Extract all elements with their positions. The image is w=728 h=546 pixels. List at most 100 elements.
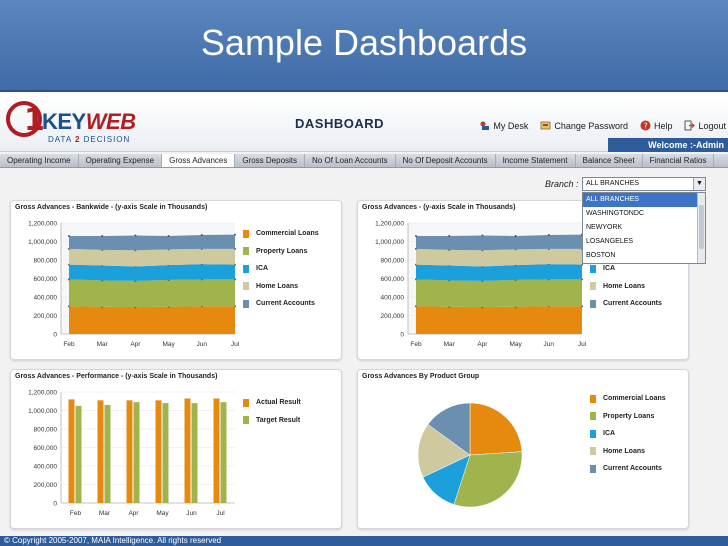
x-tick-label: May bbox=[156, 510, 169, 517]
branch-label: Branch : bbox=[545, 179, 579, 189]
y-tick-label: 1,000,000 bbox=[28, 239, 57, 246]
legend-swatch bbox=[243, 229, 249, 238]
tab-no-of-loan-accounts[interactable]: No Of Loan Accounts bbox=[305, 154, 396, 167]
x-tick-label: Jun bbox=[186, 510, 197, 517]
tab-gross-advances[interactable]: Gross Advances bbox=[162, 154, 236, 167]
legend-item-ica: ICA bbox=[590, 425, 666, 443]
product-group-pie-chart-panel: Gross Advances By Product Group Commerci… bbox=[357, 369, 689, 529]
branch-select[interactable]: ALL BRANCHES ▼ bbox=[582, 177, 706, 191]
help-link[interactable]: ? Help bbox=[640, 120, 672, 131]
legend-swatch bbox=[243, 416, 249, 425]
chevron-down-icon[interactable]: ▼ bbox=[693, 178, 705, 190]
legend-swatch bbox=[243, 247, 249, 256]
dropdown-scrollbar[interactable] bbox=[697, 193, 705, 263]
legend-item-current-accounts: Current Accounts bbox=[590, 460, 666, 478]
x-tick-label: Mar bbox=[99, 510, 111, 517]
bar-actual-result bbox=[155, 400, 162, 503]
data-point bbox=[167, 234, 170, 237]
y-tick-label: 1,200,000 bbox=[28, 221, 57, 228]
x-tick-label: Feb bbox=[63, 341, 75, 348]
x-tick-label: Apr bbox=[477, 341, 488, 348]
tab-no-of-deposit-accounts[interactable]: No Of Deposit Accounts bbox=[396, 154, 496, 167]
legend-item-ica: ICA bbox=[243, 260, 319, 278]
legend-label: Current Accounts bbox=[603, 300, 662, 308]
chart-title: Gross Advances - Bankwide - (y-axis Scal… bbox=[15, 204, 208, 211]
legend-swatch bbox=[590, 412, 596, 421]
performance-bar-chart: 1,200,000 1,000,000 800,000 600,000 400,000 2… bbox=[28, 390, 235, 517]
data-point bbox=[415, 234, 417, 237]
bankwide-area-chart-panel: Gross Advances - Bankwide - (y-axis Scal… bbox=[10, 200, 342, 360]
x-tick-label: Jun bbox=[197, 341, 208, 348]
y-tick-label: 400,000 bbox=[381, 295, 405, 302]
y-tick-label: 200,000 bbox=[34, 482, 58, 489]
x-tick-label: Feb bbox=[410, 341, 422, 348]
legend-item-home-loans: Home Loans bbox=[590, 443, 666, 461]
legend-item-current-accounts: Current Accounts bbox=[243, 295, 319, 313]
area-current-accounts bbox=[416, 234, 582, 251]
x-tick-label: May bbox=[509, 341, 522, 348]
scrollbar-thumb[interactable] bbox=[699, 205, 704, 249]
branch-option-newyork[interactable]: NEWYORK bbox=[586, 224, 623, 231]
tab-gross-deposits[interactable]: Gross Deposits bbox=[235, 154, 306, 167]
page-title: DASHBOARD bbox=[295, 116, 384, 131]
legend-label: Commercial Loans bbox=[603, 395, 666, 403]
legend-label: Home Loans bbox=[603, 282, 646, 290]
logo-number: 1 bbox=[24, 103, 45, 138]
x-tick-label: Jul bbox=[578, 341, 587, 348]
data-point bbox=[481, 234, 484, 237]
logo-wordmark: KEYWEB bbox=[42, 109, 136, 134]
chart-title: Gross Advances - (y-axis Scale in Thousa… bbox=[362, 204, 516, 211]
y-tick-label: 200,000 bbox=[34, 313, 58, 320]
x-tick-label: Mar bbox=[444, 341, 456, 348]
bar-actual-result bbox=[126, 400, 133, 503]
legend-label: Home Loans bbox=[603, 447, 646, 455]
x-tick-label: Jun bbox=[544, 341, 555, 348]
branch-option-washingtondc[interactable]: WASHINGTONDC bbox=[586, 210, 644, 217]
legend-item-home-loans: Home Loans bbox=[243, 278, 319, 296]
bar-actual-result bbox=[184, 398, 191, 503]
branch-option-all-branches[interactable]: ALL BRANCHES bbox=[583, 193, 705, 207]
my-desk-link[interactable]: My Desk bbox=[479, 120, 528, 131]
legend-item-commercial-loans: Commercial Loans bbox=[243, 225, 319, 243]
tab-operating-income[interactable]: Operating Income bbox=[0, 154, 79, 167]
change-password-link[interactable]: Change Password bbox=[540, 120, 628, 131]
legend-label: Current Accounts bbox=[603, 465, 662, 473]
y-tick-label: 600,000 bbox=[34, 445, 58, 452]
legend-label: ICA bbox=[603, 265, 616, 273]
pie-slice-commercial-loans bbox=[469, 402, 523, 456]
tab-financial-ratios[interactable]: Financial Ratios bbox=[643, 154, 715, 167]
bar-target-result bbox=[162, 403, 169, 503]
bar-target-result bbox=[191, 403, 198, 503]
tab-operating-expense[interactable]: Operating Expense bbox=[79, 154, 163, 167]
data-point bbox=[448, 234, 451, 237]
data-point bbox=[134, 234, 137, 237]
legend-label: ICA bbox=[603, 430, 616, 438]
bankwide-area-chart: 1,200,000 1,000,000 800,000 600,000 400,000 2… bbox=[28, 221, 240, 349]
legend-item-ica: ICA bbox=[590, 260, 666, 278]
data-point bbox=[514, 234, 517, 237]
y-tick-label: 800,000 bbox=[381, 258, 405, 265]
legend-item-target-result: Target Result bbox=[243, 412, 301, 430]
svg-text:?: ? bbox=[643, 122, 647, 131]
logo-circle-icon bbox=[6, 101, 42, 137]
key-icon bbox=[541, 121, 551, 130]
branch-option-losangeles[interactable]: LOSANGELES bbox=[586, 238, 634, 245]
top-links: My Desk Change Password ? Help Logout bbox=[479, 120, 726, 131]
copyright-text: © Copyright 2005-2007, MAIA Intelligence… bbox=[4, 536, 222, 545]
tab-balance-sheet[interactable]: Balance Sheet bbox=[576, 154, 643, 167]
y-tick-label: 0 bbox=[400, 332, 404, 339]
gross-advances-area-chart: 1,200,000 1,000,000 800,000 600,000 400,000 2… bbox=[375, 221, 587, 349]
chart-title: Gross Advances By Product Group bbox=[362, 373, 480, 380]
branch-option-boston[interactable]: BOSTON bbox=[586, 252, 616, 259]
tab-income-statement[interactable]: Income Statement bbox=[496, 154, 576, 167]
welcome-message: Welcome :-Admin bbox=[608, 138, 728, 152]
legend-label: Property Loans bbox=[603, 412, 655, 420]
legend-swatch bbox=[590, 394, 596, 403]
y-tick-label: 600,000 bbox=[34, 276, 58, 283]
logout-link[interactable]: Logout bbox=[684, 120, 726, 131]
branch-dropdown-list: ALL BRANCHES WASHINGTONDC NEWYORK LOSANGELE… bbox=[582, 192, 706, 264]
pie-slice-current-accounts bbox=[427, 402, 471, 456]
area-ica bbox=[416, 264, 582, 281]
legend-item-property-loans: Property Loans bbox=[243, 243, 319, 261]
